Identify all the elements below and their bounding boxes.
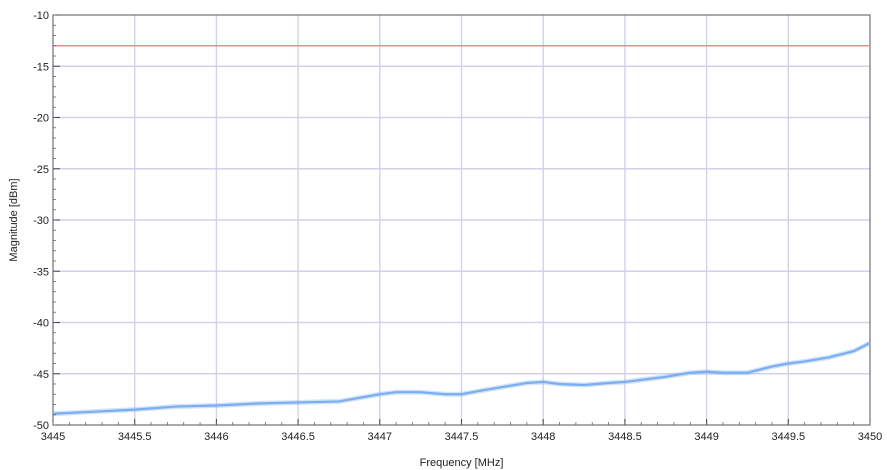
y-tick-label: -40	[33, 318, 49, 330]
x-axis-title: Frequency [MHz]	[420, 457, 504, 469]
y-tick-label: -20	[33, 113, 49, 125]
y-axis-title: Magnitude [dBm]	[8, 178, 20, 261]
y-tick-label: -30	[33, 215, 49, 227]
x-tick-label: 3448.5	[608, 431, 642, 443]
x-tick-label: 3448	[531, 431, 555, 443]
measured-trace-line	[52, 342, 871, 415]
y-tick-label: -35	[33, 266, 49, 278]
x-tick-label: 3450	[858, 431, 882, 443]
x-tick-label: 3446	[204, 431, 228, 443]
x-tick-label: 3445.5	[118, 431, 152, 443]
y-tick-label: -50	[33, 420, 49, 432]
y-tick-label: -25	[33, 164, 49, 176]
y-tick-label: -45	[33, 369, 49, 381]
x-tick-label: 3445	[41, 431, 65, 443]
y-tick-label: -10	[33, 10, 49, 22]
y-tick-label: -15	[33, 61, 49, 73]
axes-layer: 3445 3445.5 3446 3446.5 3447 3447.5 3448 3448.5…	[33, 10, 882, 443]
x-tick-label: 3447.5	[445, 431, 479, 443]
x-tick-label: 3446.5	[281, 431, 315, 443]
x-tick-label: 3449.5	[771, 431, 805, 443]
series-layer	[52, 44, 872, 417]
chart-grid	[53, 15, 870, 425]
x-tick-label: 3449	[694, 431, 718, 443]
x-tick-label: 3447	[368, 431, 392, 443]
